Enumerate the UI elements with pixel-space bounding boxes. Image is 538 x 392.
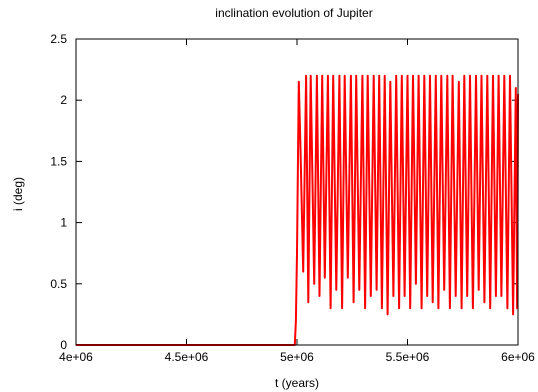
y-tick-label: 2 (60, 93, 67, 107)
x-tick-label: 4e+06 (59, 350, 93, 364)
chart-title: inclination evolution of Jupiter (215, 6, 372, 20)
x-tick-label: 6e+06 (501, 350, 535, 364)
plot-frame (75, 38, 519, 346)
x-axis-label: t (years) (275, 376, 319, 390)
y-tick-label: 0.5 (50, 277, 67, 291)
x-axis-ticks: 4e+06 4.5e+06 5e+06 5.5e+06 6e+06 (59, 39, 535, 364)
y-tick-label: 1 (60, 216, 67, 230)
x-tick-label: 5e+06 (280, 350, 314, 364)
series-line (76, 74, 519, 346)
x-tick-label: 5.5e+06 (386, 350, 430, 364)
y-tick-label: 2.5 (50, 32, 67, 46)
y-axis-label: i (deg) (11, 177, 25, 211)
y-tick-label: 0 (60, 338, 67, 352)
x-tick-label: 4.5e+06 (165, 350, 209, 364)
y-tick-label: 1.5 (50, 154, 67, 168)
